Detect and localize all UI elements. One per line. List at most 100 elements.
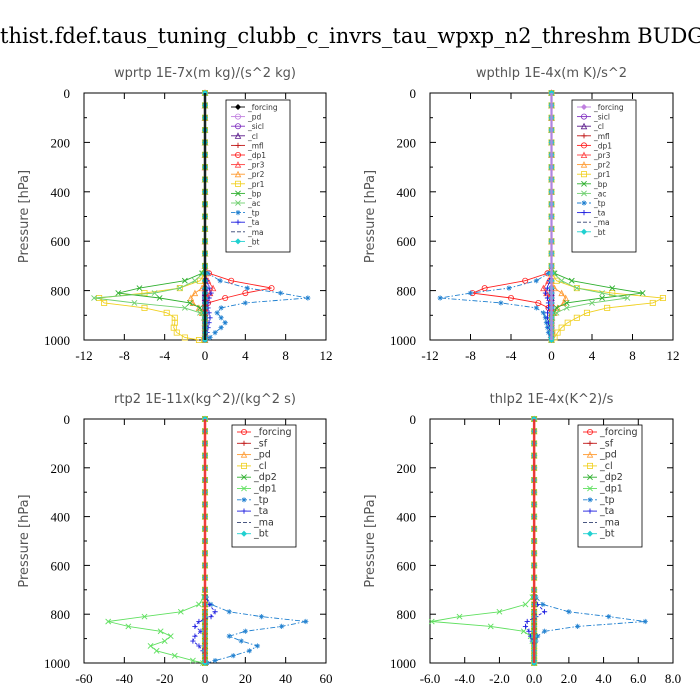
- legend-marker: [234, 180, 241, 187]
- legend-marker: [587, 428, 594, 435]
- legend-label: _bt: [247, 237, 260, 246]
- data-point: [191, 277, 198, 284]
- data-point: [217, 278, 223, 284]
- data-point: [609, 290, 616, 297]
- data-point: [522, 623, 529, 629]
- legend-label: _forcing: [593, 103, 624, 112]
- legend-label: _bt: [253, 529, 269, 540]
- legend-marker: [581, 171, 588, 178]
- data-point: [230, 653, 236, 659]
- data-point: [303, 618, 309, 625]
- legend-marker: [587, 440, 593, 446]
- legend-marker: [234, 113, 241, 120]
- y-tick-label: 800: [51, 284, 71, 299]
- data-point: [125, 623, 132, 630]
- legend-marker: [240, 428, 247, 435]
- legend-label: _tp: [253, 495, 269, 506]
- data-point: [456, 613, 463, 620]
- data-point: [599, 295, 606, 301]
- data-point: [558, 277, 565, 284]
- y-tick-label: 400: [51, 185, 71, 200]
- data-point: [212, 329, 218, 336]
- legend-marker: [234, 161, 242, 168]
- series-line-dp1: [108, 419, 206, 664]
- data-point: [205, 270, 211, 276]
- data-point: [91, 295, 98, 301]
- legend-box: [577, 424, 643, 548]
- data-point: [533, 305, 539, 311]
- y-axis-label: Pressure [hPa]: [363, 170, 378, 263]
- data-point: [560, 299, 567, 306]
- x-tick-label: -60: [75, 671, 92, 686]
- data-point: [279, 623, 285, 629]
- data-point: [212, 657, 218, 664]
- data-point: [520, 628, 527, 635]
- data-point: [545, 270, 552, 276]
- legend-marker: [240, 530, 248, 537]
- data-point: [218, 315, 224, 321]
- data-point: [186, 300, 193, 306]
- y-tick-label: 0: [410, 412, 417, 427]
- data-point: [244, 285, 250, 291]
- y-tick-label: 800: [51, 607, 71, 622]
- y-tick-label: 1000: [390, 656, 416, 671]
- data-point: [562, 294, 569, 302]
- x-tick-label: 4: [589, 348, 596, 363]
- data-point: [181, 334, 188, 341]
- chart-panel-3: rtp2 1E-11x(kg^2)/(kg^2 s) Pressure [hPa]…: [17, 392, 333, 686]
- data-point: [141, 613, 148, 620]
- y-tick-label: 600: [51, 558, 71, 573]
- data-point: [177, 608, 184, 615]
- data-point: [209, 284, 217, 292]
- legend-label: _pr3: [247, 161, 265, 170]
- x-tick-label: -8: [119, 348, 130, 363]
- data-point: [533, 278, 539, 284]
- legend-label: _mfl: [593, 132, 610, 141]
- legend-marker: [580, 161, 588, 168]
- data-point: [428, 618, 435, 625]
- data-point: [173, 329, 180, 336]
- data-point: [192, 623, 198, 629]
- legend-label: _dp1: [599, 484, 623, 495]
- legend-label: _cl: [247, 132, 258, 141]
- data-point: [161, 638, 168, 644]
- series-markers-dp1: [428, 416, 538, 666]
- legend-marker: [580, 151, 588, 158]
- data-point: [167, 633, 174, 640]
- x-tick-label: -6.0: [420, 671, 441, 686]
- data-point: [238, 638, 244, 644]
- data-point: [467, 290, 474, 296]
- x-tick-label: 0: [202, 348, 209, 363]
- chart-panel-2: wpthlp 1E-4x(m K)/s^2 Pressure [hPa] 0 200 4…: [363, 66, 680, 363]
- x-tick-label: 0: [548, 348, 555, 363]
- legend-label: _sf: [253, 438, 268, 449]
- legend: _forcing_sf_pd_cl_dp2_dp1_tp_ta_ma_bt: [231, 424, 297, 548]
- data-point: [190, 638, 196, 644]
- data-point: [498, 300, 504, 306]
- x-tick-label: 8: [629, 348, 636, 363]
- data-point: [542, 290, 549, 296]
- data-point: [246, 648, 252, 654]
- panels: wprtp 1E-7x(m kg)/(s^2 kg) Pressure [hPa]…: [17, 66, 681, 686]
- legend-marker: [235, 142, 241, 148]
- y-tick-label: 0: [64, 86, 71, 101]
- data-point: [197, 309, 203, 316]
- legend-marker: [580, 103, 588, 111]
- data-point: [639, 290, 646, 296]
- legend-marker: [241, 440, 247, 446]
- legend-marker: [587, 497, 593, 503]
- legend-label: _forcing: [599, 427, 638, 438]
- data-point: [496, 608, 503, 615]
- legend-label: _pd: [599, 450, 617, 461]
- legend-label: _ta: [593, 209, 605, 218]
- data-point: [589, 300, 595, 306]
- legend-label: _ta: [599, 506, 614, 517]
- legend-marker: [234, 238, 242, 245]
- data-point: [573, 285, 580, 292]
- legend-marker: [234, 103, 242, 111]
- legend-label: _cl: [253, 461, 267, 472]
- legend-box: [225, 99, 291, 253]
- legend-label: _ma: [247, 228, 264, 237]
- legend-marker: [587, 474, 593, 481]
- legend-marker: [240, 451, 248, 458]
